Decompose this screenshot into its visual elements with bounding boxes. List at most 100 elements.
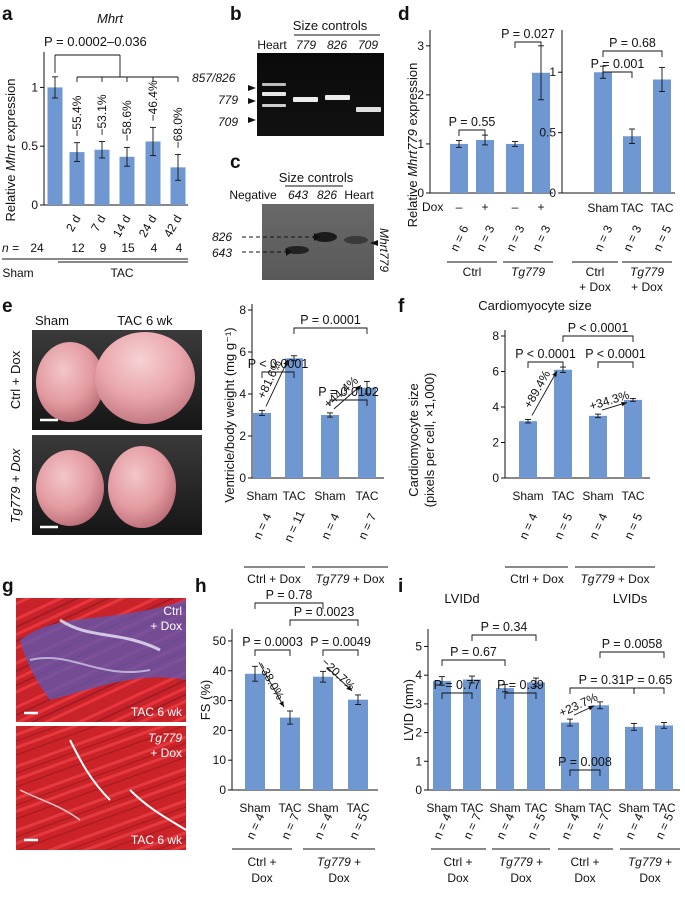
- y-tick-label-h-5: 50: [213, 634, 227, 648]
- panel-i-group-2b: Dox: [510, 871, 531, 885]
- histology-tg779-label3: TAC 6 wk: [131, 833, 183, 847]
- category-label-i-6: Sham: [618, 801, 649, 815]
- panel-b-marker-857: 857/826: [192, 71, 236, 85]
- panel-d-dox-sign-4: +: [537, 200, 544, 214]
- category-label-h-2: Sham: [307, 801, 338, 815]
- y-tick-label-d-right-1: 0.5: [539, 126, 556, 140]
- n-label-e-2: n = 4: [318, 511, 342, 542]
- panel-b-lane-826: 826: [327, 38, 347, 52]
- p-value-d-left-0: P = 0.55: [449, 115, 496, 129]
- panel-i-ylabel: LVID (mm): [401, 679, 416, 741]
- bracket-i-4: [569, 769, 601, 776]
- panel-label-d: d: [398, 4, 410, 25]
- category-label-i-3: TAC: [524, 801, 547, 815]
- slope-line-e-0: [265, 359, 289, 407]
- bar-i-5: [591, 705, 609, 790]
- bracket-h-2: [289, 619, 359, 626]
- n-label-i-3: n = 5: [524, 811, 548, 842]
- histology-tg779-label2: + Dox: [150, 746, 182, 760]
- panel-c-lane-heart: Heart: [344, 188, 374, 202]
- bar-d-left-1: [476, 140, 494, 193]
- bar-f-3: [624, 399, 642, 478]
- n-label-i-7: n = 5: [652, 811, 676, 842]
- slope-arrow-f-1: [621, 401, 627, 407]
- p-value-i-0: P = 0.77: [434, 678, 481, 692]
- bar-a-2: [94, 149, 110, 205]
- panel-i-group-3b: Dox: [574, 871, 595, 885]
- y-tick-label-d-right-2: 1: [549, 65, 556, 79]
- category-label-h-3: TAC: [346, 801, 369, 815]
- n-label-d-left-3: n = 3: [529, 223, 553, 254]
- n-label-i-5: n = 7: [588, 811, 612, 842]
- panel-b-lane-709: 709: [358, 38, 378, 52]
- panel-e-group-ctrl: Ctrl + Dox: [247, 572, 301, 586]
- bar-d-left-0: [450, 143, 468, 193]
- panel-d-right-group-dox1: + Dox: [579, 280, 611, 294]
- y-tick-label-f-1: 2: [492, 436, 499, 450]
- bar-a-5: [170, 167, 186, 205]
- y-tick-label-f-4: 8: [492, 329, 499, 343]
- n-label-e-3: n = 7: [355, 511, 379, 542]
- bar-i-7: [655, 725, 673, 790]
- panel-e-photos: Sham TAC 6 wk Ctrl + Dox Tg779 + Dox: [8, 313, 202, 535]
- p-value-d-right-1: P = 0.68: [609, 36, 656, 50]
- panel-g: Ctrl + Dox TAC 6 wk Tg779 + Dox TAC 6 wk: [16, 598, 187, 850]
- slope-arrow-f-0: [552, 371, 557, 378]
- panel-d-dox-label: Dox: [422, 200, 443, 214]
- y-tick-label-h-3: 30: [213, 694, 227, 708]
- histology-ctrl-label3: TAC 6 wk: [131, 705, 183, 719]
- bracket-d-left-1: [514, 41, 542, 48]
- category-label-e-1: TAC: [282, 489, 305, 503]
- bracket-i-3: [471, 634, 537, 641]
- bar-a-0: [47, 87, 63, 205]
- panel-d-group-tg779: Tg779: [511, 265, 545, 279]
- panel-f-text: Cardiomyocyte size Cardiomyocyte size (p…: [406, 298, 655, 586]
- bracket-i-5: [633, 687, 665, 694]
- heart-sham-ctrl: [36, 342, 104, 422]
- n-label-h-0: n = 4: [243, 811, 267, 842]
- panel-c-marker-643: 643: [212, 246, 232, 260]
- data-label-a-1: −55.4%: [70, 95, 84, 136]
- y-tick-label-h-0: 0: [219, 783, 226, 797]
- panel-d-dox-sign-1: –: [456, 200, 463, 214]
- slope-arrow-h-0: [279, 701, 284, 708]
- category-label-e-0: Sham: [246, 489, 277, 503]
- slope-line-h-0: [258, 662, 285, 708]
- heart-tac-tg779: [108, 446, 176, 528]
- panel-label-g: g: [2, 576, 14, 597]
- bar-f-2: [589, 415, 607, 478]
- p-value-f-2: P < 0.0001: [585, 347, 646, 361]
- n-label-a-0: 24: [30, 241, 44, 255]
- bracket-i-1: [504, 692, 537, 699]
- bar-a-4: [145, 141, 161, 205]
- bar-h-2: [313, 676, 333, 790]
- panel-d-dox-sign-3: –: [512, 200, 519, 214]
- bar-d-right-1: [623, 136, 641, 193]
- bracket-h-3: [254, 602, 324, 609]
- bar-h-1: [280, 717, 300, 790]
- y-tick-label-d-left-2: 2: [417, 88, 424, 102]
- y-tick-label-a-1: 0.5: [21, 139, 38, 153]
- panel-c-header: Size controls: [279, 170, 354, 185]
- y-tick-label-e-4: 8: [239, 303, 246, 317]
- panel-label-i: i: [398, 576, 403, 597]
- panel-f-ylabel2: (pixels per cell, ×1,000): [422, 373, 437, 508]
- p-value-i-4: P = 0.008: [558, 755, 612, 769]
- y-tick-label-d-left-0: 0: [417, 186, 424, 200]
- category-label-d-right-2: TAC: [650, 201, 673, 215]
- bracket-e-0: [261, 371, 295, 378]
- n-label-i-4: n = 4: [558, 811, 582, 842]
- y-tick-label-f-0: 0: [492, 471, 499, 485]
- y-tick-label-a-2: 1: [31, 80, 38, 94]
- y-tick-label-e-1: 2: [239, 429, 246, 443]
- bracket-i-6: [569, 687, 635, 694]
- panel-f-group-tg779: Tg779 + Dox: [580, 572, 649, 586]
- category-label-h-0: Sham: [239, 801, 270, 815]
- y-tick-label-f-2: 4: [492, 400, 499, 414]
- panel-i-subtitle-lvidd: LVIDd: [444, 591, 479, 606]
- category-label-i-7: TAC: [652, 801, 675, 815]
- panel-f-title: Cardiomyocyte size: [478, 298, 591, 313]
- panel-b-marker-779: 779: [218, 93, 238, 107]
